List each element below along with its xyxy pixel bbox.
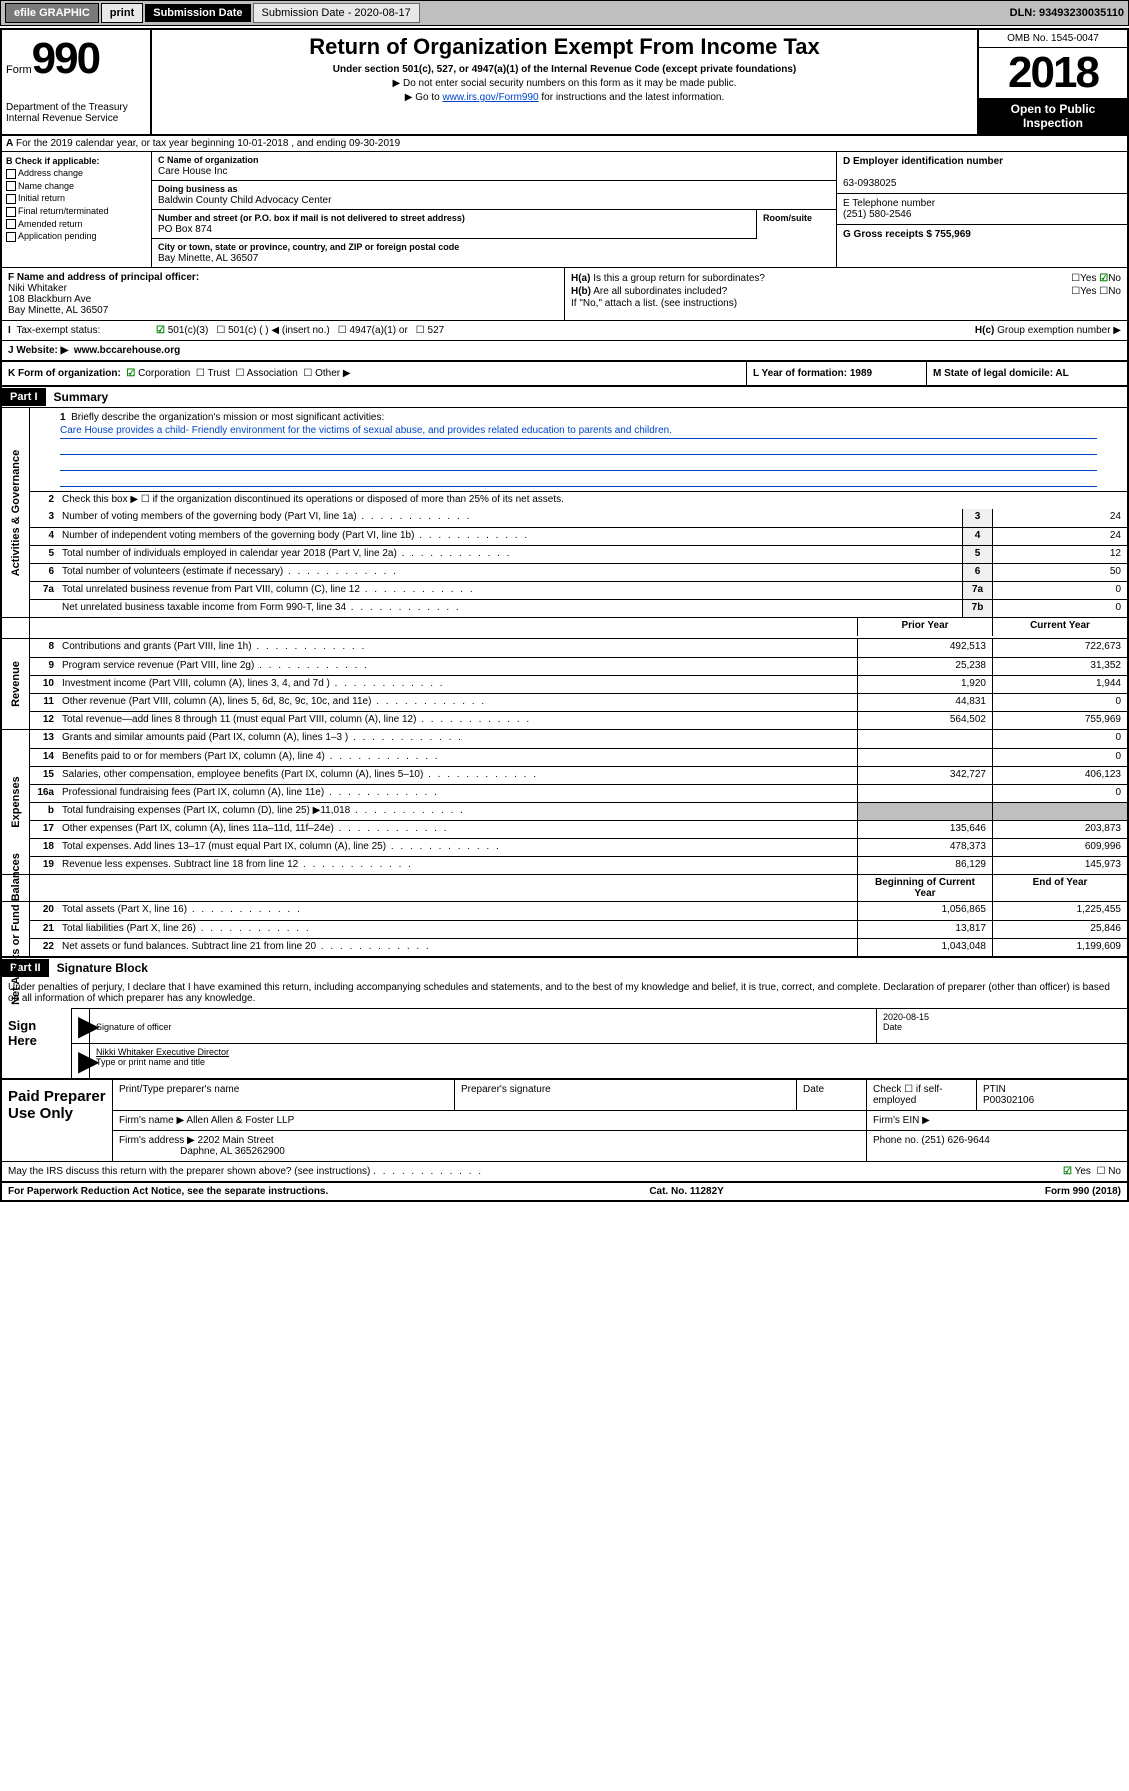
- box-f: F Name and address of principal officer:…: [2, 268, 564, 320]
- row-a-period: A For the 2019 calendar year, or tax yea…: [2, 136, 1127, 152]
- vside-net-assets: Net Assets or Fund Balances: [2, 902, 30, 956]
- line-22: 22Net assets or fund balances. Subtract …: [30, 938, 1127, 956]
- line-17: 17Other expenses (Part IX, column (A), l…: [30, 820, 1127, 838]
- line-5: 5Total number of individuals employed in…: [30, 545, 1127, 563]
- paid-preparer-block: Paid Preparer Use Only Print/Type prepar…: [2, 1078, 1127, 1161]
- line-14: 14Benefits paid to or for members (Part …: [30, 748, 1127, 766]
- line-20: 20Total assets (Part X, line 16)1,056,86…: [30, 902, 1127, 920]
- part2-header: Part II Signature Block: [2, 956, 1127, 978]
- line-11: 11Other revenue (Part VIII, column (A), …: [30, 693, 1127, 711]
- line-1-mission: 1 Briefly describe the organization's mi…: [30, 408, 1127, 491]
- box-b: B Check if applicable: Address change Na…: [2, 152, 152, 267]
- line-9: 9Program service revenue (Part VIII, lin…: [30, 657, 1127, 675]
- row-k: K Form of organization: ☑ Corporation ☐ …: [2, 360, 1127, 385]
- line-: Net unrelated business taxable income fr…: [30, 599, 1127, 617]
- line-13: 13Grants and similar amounts paid (Part …: [30, 730, 1127, 748]
- line-3: 3Number of voting members of the governi…: [30, 509, 1127, 527]
- tax-exempt-row: I Tax-exempt status: ☑ 501(c)(3) ☐ 501(c…: [2, 320, 1127, 340]
- line-b: bTotal fundraising expenses (Part IX, co…: [30, 802, 1127, 820]
- line-18: 18Total expenses. Add lines 13–17 (must …: [30, 838, 1127, 856]
- line-16a: 16aProfessional fundraising fees (Part I…: [30, 784, 1127, 802]
- website-row: J Website: ▶ www.bccarehouse.org: [2, 340, 1127, 360]
- tax-year: 2018: [979, 48, 1127, 98]
- line-8: 8Contributions and grants (Part VIII, li…: [30, 639, 1127, 657]
- open-to-public: Open to Public Inspection: [979, 98, 1127, 134]
- signature-intro: Under penalties of perjury, I declare th…: [2, 978, 1127, 1008]
- footer: For Paperwork Reduction Act Notice, see …: [2, 1181, 1127, 1200]
- form-number: Form 990: [6, 34, 146, 84]
- submission-date: Submission Date - 2020-08-17: [253, 3, 420, 23]
- line-19: 19Revenue less expenses. Subtract line 1…: [30, 856, 1127, 874]
- box-c: C Name of organizationCare House Inc Doi…: [152, 152, 837, 267]
- box-d-e-g: D Employer identification number63-09380…: [837, 152, 1127, 267]
- note-ssn: Do not enter social security numbers on …: [160, 78, 969, 89]
- efile-button[interactable]: efile GRAPHIC: [5, 3, 99, 23]
- box-h: H(a) Is this a group return for subordin…: [564, 268, 1127, 320]
- line-2: 2Check this box ▶ ☐ if the organization …: [30, 491, 1127, 509]
- col-headers-year: Prior Year Current Year: [30, 618, 1127, 636]
- top-bar: efile GRAPHIC print Submission Date Subm…: [0, 0, 1129, 26]
- sign-here-block: Sign Here ▶ Signature of officer 2020-08…: [2, 1008, 1127, 1078]
- line-21: 21Total liabilities (Part X, line 26)13,…: [30, 920, 1127, 938]
- line-6: 6Total number of volunteers (estimate if…: [30, 563, 1127, 581]
- submission-label: Submission Date: [145, 4, 250, 22]
- omb-number: OMB No. 1545-0047: [979, 30, 1127, 48]
- part1-header: Part I Summary: [2, 385, 1127, 407]
- line-15: 15Salaries, other compensation, employee…: [30, 766, 1127, 784]
- line-7a: 7aTotal unrelated business revenue from …: [30, 581, 1127, 599]
- note-goto: Go to www.irs.gov/Form990 for instructio…: [160, 92, 969, 103]
- department: Department of the Treasury Internal Reve…: [6, 102, 146, 124]
- line-10: 10Investment income (Part VIII, column (…: [30, 675, 1127, 693]
- irs-link[interactable]: www.irs.gov/Form990: [442, 92, 538, 103]
- form-title: Return of Organization Exempt From Incom…: [160, 34, 969, 60]
- vside-governance: Activities & Governance: [2, 408, 30, 617]
- print-button[interactable]: print: [101, 3, 143, 23]
- discuss-row: May the IRS discuss this return with the…: [2, 1161, 1127, 1181]
- dln: DLN: 93493230035110: [1010, 7, 1124, 19]
- form-subtitle: Under section 501(c), 527, or 4947(a)(1)…: [160, 64, 969, 75]
- col-headers-net: Beginning of Current Year End of Year: [30, 875, 1127, 901]
- line-12: 12Total revenue—add lines 8 through 11 (…: [30, 711, 1127, 729]
- line-4: 4Number of independent voting members of…: [30, 527, 1127, 545]
- form-990: Form 990 Department of the Treasury Inte…: [0, 28, 1129, 1202]
- vside-revenue: Revenue: [2, 639, 30, 729]
